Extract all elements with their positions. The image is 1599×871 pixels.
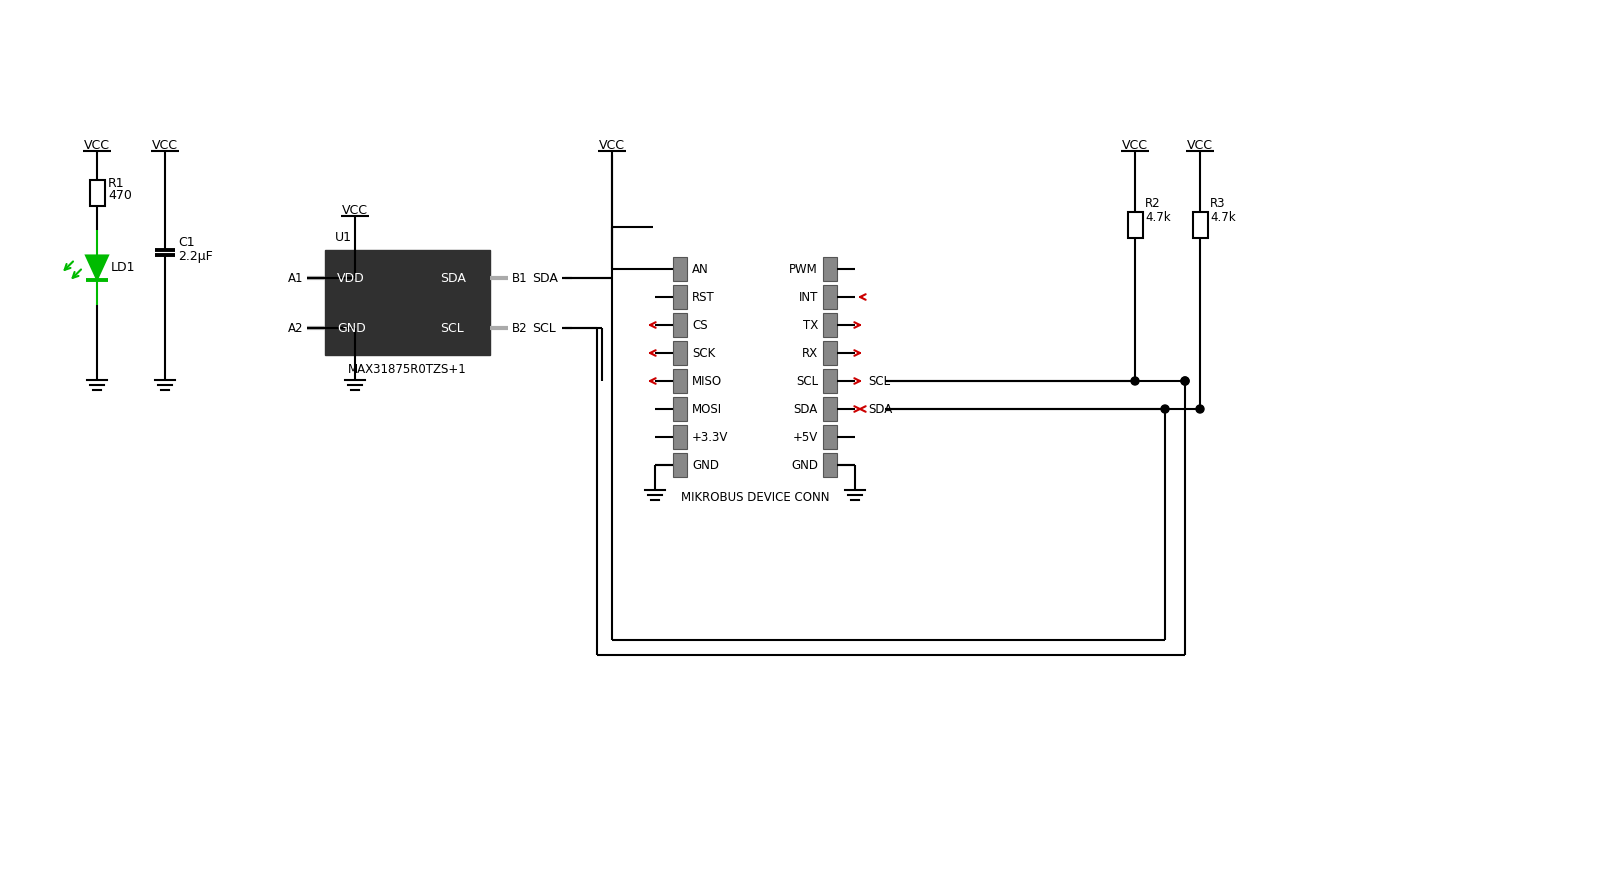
Text: SCL: SCL	[796, 375, 819, 388]
Bar	[823, 257, 836, 281]
Text: GND: GND	[692, 458, 720, 471]
Text: SDA: SDA	[793, 402, 819, 415]
Bar	[673, 425, 688, 449]
Text: VCC: VCC	[1122, 138, 1148, 152]
Text: RX: RX	[801, 347, 819, 360]
Bar	[823, 397, 836, 421]
Text: RST: RST	[692, 291, 715, 303]
Circle shape	[1196, 405, 1204, 413]
Text: 4.7k: 4.7k	[1210, 211, 1236, 224]
Text: R1: R1	[109, 177, 125, 190]
Bar	[1127, 212, 1143, 238]
Text: GND: GND	[792, 458, 819, 471]
Polygon shape	[86, 255, 109, 280]
Text: SCL: SCL	[532, 321, 556, 334]
Bar	[673, 341, 688, 365]
Text: +5V: +5V	[793, 430, 819, 443]
Text: SCK: SCK	[692, 347, 715, 360]
Text: MOSI: MOSI	[692, 402, 723, 415]
Text: SCL: SCL	[868, 375, 891, 388]
Bar	[673, 369, 688, 393]
Bar	[325, 250, 489, 355]
Bar	[823, 369, 836, 393]
Text: VCC: VCC	[600, 138, 625, 152]
Text: LD1: LD1	[110, 261, 136, 274]
Text: SDA: SDA	[868, 402, 892, 415]
Text: R3: R3	[1210, 197, 1225, 210]
Circle shape	[1182, 377, 1190, 385]
Bar	[823, 425, 836, 449]
Text: VCC: VCC	[342, 204, 368, 217]
Text: VCC: VCC	[152, 138, 177, 152]
Bar	[673, 313, 688, 337]
Text: VCC: VCC	[1186, 138, 1214, 152]
Text: MISO: MISO	[692, 375, 723, 388]
Text: 2.2μF: 2.2μF	[177, 250, 213, 263]
Bar	[90, 179, 104, 206]
Bar	[823, 285, 836, 309]
Text: A2: A2	[288, 321, 302, 334]
Text: TX: TX	[803, 319, 819, 332]
Text: INT: INT	[798, 291, 819, 303]
Bar	[823, 453, 836, 477]
Text: SDA: SDA	[532, 272, 558, 285]
Bar	[1193, 212, 1207, 238]
Text: +3.3V: +3.3V	[692, 430, 729, 443]
Bar	[823, 313, 836, 337]
Circle shape	[1182, 377, 1190, 385]
Text: 470: 470	[109, 188, 131, 201]
Text: VDD: VDD	[337, 272, 365, 285]
Text: C1: C1	[177, 236, 195, 249]
Text: 4.7k: 4.7k	[1145, 211, 1170, 224]
Bar	[823, 341, 836, 365]
Bar	[673, 285, 688, 309]
Text: CS: CS	[692, 319, 708, 332]
Text: SDA: SDA	[440, 272, 465, 285]
Text: MIKROBUS DEVICE CONN: MIKROBUS DEVICE CONN	[681, 490, 830, 503]
Text: AN: AN	[692, 262, 708, 275]
Circle shape	[1130, 377, 1138, 385]
Bar	[673, 453, 688, 477]
Circle shape	[1161, 405, 1169, 413]
Bar	[673, 397, 688, 421]
Text: PWM: PWM	[790, 262, 819, 275]
Text: B2: B2	[512, 321, 528, 334]
Text: U1: U1	[336, 231, 352, 244]
Text: VCC: VCC	[85, 138, 110, 152]
Text: B1: B1	[512, 272, 528, 285]
Text: GND: GND	[337, 321, 366, 334]
Text: MAX31875R0TZS+1: MAX31875R0TZS+1	[347, 362, 467, 375]
Bar	[673, 257, 688, 281]
Text: R2: R2	[1145, 197, 1161, 210]
Text: A1: A1	[288, 272, 302, 285]
Text: SCL: SCL	[440, 321, 464, 334]
